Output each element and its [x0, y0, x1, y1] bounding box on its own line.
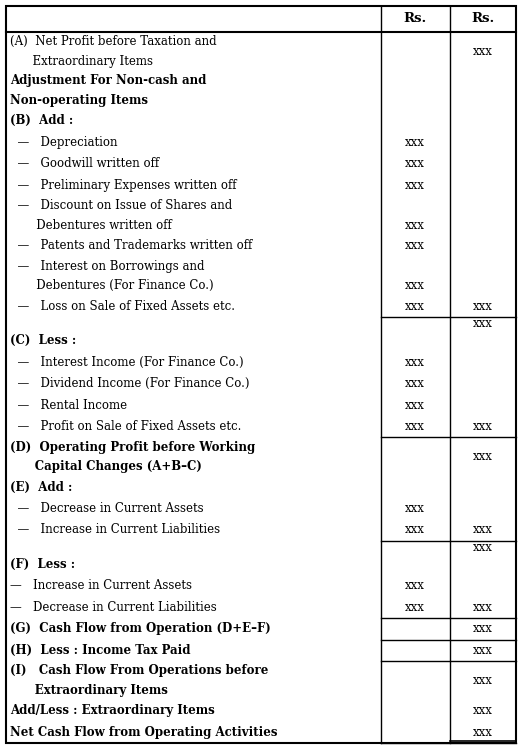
Text: —   Dividend Income (For Finance Co.): — Dividend Income (For Finance Co.)	[10, 377, 250, 390]
Text: (D)  Operating Profit before Working: (D) Operating Profit before Working	[10, 440, 255, 454]
Text: xxx: xxx	[473, 45, 493, 58]
Text: Add/Less : Extraordinary Items: Add/Less : Extraordinary Items	[10, 704, 215, 718]
Text: xxx: xxx	[473, 450, 493, 464]
Text: Non-operating Items: Non-operating Items	[10, 94, 148, 107]
Text: xxx: xxx	[473, 726, 493, 739]
Text: —   Interest on Borrowings and: — Interest on Borrowings and	[10, 260, 205, 273]
Text: (F)  Less :: (F) Less :	[10, 558, 75, 571]
Text: —   Rental Income: — Rental Income	[10, 398, 127, 411]
Text: xxx: xxx	[473, 541, 493, 554]
Text: xxx: xxx	[406, 356, 425, 369]
Text: xxx: xxx	[473, 644, 493, 657]
Text: (G)  Cash Flow from Operation (D+E–F): (G) Cash Flow from Operation (D+E–F)	[10, 622, 271, 635]
Text: —   Increase in Current Assets: — Increase in Current Assets	[10, 580, 192, 592]
Text: xxx: xxx	[406, 580, 425, 592]
Text: (B)  Add :: (B) Add :	[10, 115, 73, 127]
Text: —   Interest Income (For Finance Co.): — Interest Income (For Finance Co.)	[10, 356, 244, 369]
Text: xxx: xxx	[406, 601, 425, 614]
Text: xxx: xxx	[406, 524, 425, 536]
Text: xxx: xxx	[473, 601, 493, 614]
Text: xxx: xxx	[406, 502, 425, 515]
Text: xxx: xxx	[406, 420, 425, 433]
Text: Rs.: Rs.	[404, 13, 427, 25]
Text: xxx: xxx	[473, 674, 493, 687]
Text: —   Goodwill written off: — Goodwill written off	[10, 157, 159, 170]
Text: (C)  Less :: (C) Less :	[10, 334, 76, 348]
Text: —   Decrease in Current Liabilities: — Decrease in Current Liabilities	[10, 601, 217, 614]
Text: xxx: xxx	[406, 398, 425, 411]
Text: Extraordinary Items: Extraordinary Items	[10, 55, 153, 67]
Text: —   Discount on Issue of Shares and: — Discount on Issue of Shares and	[10, 199, 232, 212]
Text: xxx: xxx	[406, 239, 425, 252]
Text: xxx: xxx	[406, 377, 425, 390]
Text: —   Profit on Sale of Fixed Assets etc.: — Profit on Sale of Fixed Assets etc.	[10, 420, 241, 433]
Text: —   Loss on Sale of Fixed Assets etc.: — Loss on Sale of Fixed Assets etc.	[10, 300, 235, 312]
Text: xxx: xxx	[406, 157, 425, 170]
Text: Adjustment For Non-cash and: Adjustment For Non-cash and	[10, 74, 206, 88]
Text: Rs.: Rs.	[471, 13, 494, 25]
Text: xxx: xxx	[406, 279, 425, 292]
Text: (A)  Net Profit before Taxation and: (A) Net Profit before Taxation and	[10, 35, 217, 48]
Text: xxx: xxx	[406, 136, 425, 149]
Text: xxx: xxx	[473, 300, 493, 312]
Text: —   Patents and Trademarks written off: — Patents and Trademarks written off	[10, 239, 252, 252]
Text: (I)   Cash Flow From Operations before: (I) Cash Flow From Operations before	[10, 664, 268, 677]
Text: xxx: xxx	[473, 704, 493, 718]
Text: Capital Changes (A+B–C): Capital Changes (A+B–C)	[10, 460, 202, 473]
Text: Extraordinary Items: Extraordinary Items	[10, 684, 168, 697]
Text: xxx: xxx	[406, 300, 425, 312]
Text: (E)  Add :: (E) Add :	[10, 481, 73, 494]
Text: Net Cash Flow from Operating Activities: Net Cash Flow from Operating Activities	[10, 726, 278, 739]
Text: xxx: xxx	[473, 420, 493, 433]
Text: —   Increase in Current Liabilities: — Increase in Current Liabilities	[10, 524, 220, 536]
Text: Debentures (For Finance Co.): Debentures (For Finance Co.)	[10, 279, 213, 292]
Text: (H)  Less : Income Tax Paid: (H) Less : Income Tax Paid	[10, 644, 191, 657]
Text: —   Depreciation: — Depreciation	[10, 136, 117, 149]
Text: xxx: xxx	[473, 317, 493, 330]
Text: —   Preliminary Expenses written off: — Preliminary Expenses written off	[10, 179, 236, 192]
Text: xxx: xxx	[473, 524, 493, 536]
Text: xxx: xxx	[406, 179, 425, 192]
Text: xxx: xxx	[406, 219, 425, 231]
Text: —   Decrease in Current Assets: — Decrease in Current Assets	[10, 502, 204, 515]
Text: Debentures written off: Debentures written off	[10, 219, 172, 231]
Text: xxx: xxx	[473, 622, 493, 635]
